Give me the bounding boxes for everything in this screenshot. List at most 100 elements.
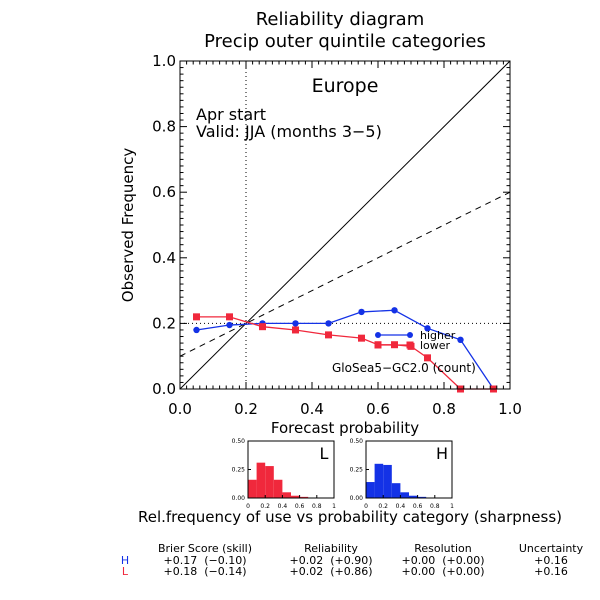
y-tick-label: 1.0 <box>152 52 176 70</box>
perfect-reliability-diagonal <box>179 60 511 390</box>
y-tick-label: 0.4 <box>152 249 176 267</box>
sharpness-bar-H <box>400 492 409 498</box>
histogram-x-tick-label: 1 <box>450 503 454 510</box>
sharpness-bar-H <box>409 495 418 498</box>
histogram-label-L: L <box>320 444 329 463</box>
title-line-1: Reliability diagram <box>256 9 425 30</box>
no-skill-line <box>179 191 511 357</box>
start-annotation: Apr start <box>196 105 266 124</box>
point-lower <box>226 313 233 321</box>
histogram-x-tick-label: 0.8 <box>312 503 322 510</box>
score-column-header: Brier Score (skill) <box>158 542 252 555</box>
sharpness-bar-H <box>383 464 392 498</box>
x-tick-label: 0.8 <box>432 400 456 418</box>
histogram-y-tick-label: 0.25 <box>232 467 246 474</box>
y-tick-label: 0.0 <box>152 380 176 398</box>
histogram-y-tick-label: 0.00 <box>350 495 364 502</box>
sharpness-bar-L <box>248 479 257 498</box>
sharpness-bar-H <box>374 463 384 498</box>
sharpness-histogram-lower: 0 0.2 0.4 0.6 0.8 1 0.00 0.25 0.50 L <box>232 438 336 510</box>
point-higher <box>193 326 200 334</box>
point-higher <box>424 325 431 332</box>
score-cell: +0.02 (+0.90) <box>290 554 373 567</box>
histogram-y-tick-label: 0.50 <box>232 438 246 445</box>
sharpness-bar-L <box>256 462 266 498</box>
score-cell: +0.17 (−0.10) <box>164 554 247 567</box>
x-axis-label: Forecast probability <box>271 419 419 437</box>
histogram-x-tick-label: 1 <box>332 503 336 510</box>
score-cell: +0.00 (+0.00) <box>402 565 485 578</box>
histogram-x-tick-label: 0.2 <box>378 503 388 510</box>
histogram-x-tick-label: 0.6 <box>295 503 305 510</box>
score-cell: +0.02 (+0.86) <box>290 565 373 578</box>
sharpness-bar-L <box>273 479 283 498</box>
histogram-x-tick-label: 0.2 <box>260 503 270 510</box>
y-tick-label: 0.8 <box>152 118 176 136</box>
sharpness-bar-L <box>291 495 300 498</box>
point-higher <box>358 308 365 316</box>
region-label: Europe <box>312 75 379 97</box>
histogram-x-tick-label: 0.6 <box>413 503 423 510</box>
point-higher <box>391 307 398 314</box>
legend-marker-higher <box>375 332 381 338</box>
point-higher <box>292 320 299 327</box>
histogram-label-H: H <box>436 444 448 463</box>
sharpness-bar-L <box>282 492 291 498</box>
point-higher <box>325 320 332 327</box>
y-axis-label: Observed Frequency <box>119 148 137 303</box>
point-lower <box>292 326 299 334</box>
model-label: GloSea5−GC2.0 (count) <box>332 361 476 375</box>
y-tick-label: 0.2 <box>152 314 176 332</box>
histogram-x-tick-label: 0 <box>246 503 250 510</box>
histogram-x-tick-label: 0.4 <box>278 503 288 510</box>
score-row-label: H <box>121 554 129 567</box>
histogram-x-tick-label: 0 <box>364 503 368 510</box>
sharpness-histogram-higher: 0 0.2 0.4 0.6 0.8 1 0.00 0.25 0.50 H <box>350 438 454 510</box>
valid-annotation: Valid: JJA (months 3−5) <box>196 122 382 141</box>
legend-label-higher: higher <box>420 329 456 342</box>
score-column-header: Uncertainty <box>519 542 584 555</box>
x-tick-label: 0.0 <box>168 400 192 418</box>
score-column-header: Resolution <box>414 542 472 555</box>
histogram-y-tick-label: 0.25 <box>350 467 364 474</box>
legend-marker-lower <box>374 341 382 349</box>
score-column-header: Reliability <box>304 542 358 555</box>
histogram-x-tick-label: 0.4 <box>396 503 406 510</box>
series-line-higher <box>196 309 495 390</box>
x-tick-label: 0.6 <box>366 400 390 418</box>
sharpness-bar-H <box>417 496 427 498</box>
histogram-y-tick-label: 0.50 <box>350 438 364 445</box>
histogram-x-tick-label: 0.8 <box>430 503 440 510</box>
point-lower <box>259 323 266 331</box>
series-line-lower <box>196 316 494 390</box>
score-cell: +0.00 (+0.00) <box>402 554 485 567</box>
point-lower <box>193 313 200 321</box>
point-lower <box>424 354 431 362</box>
sharpness-caption: Rel.frequency of use vs probability cate… <box>138 508 562 526</box>
score-row-label: L <box>122 565 129 578</box>
sharpness-bar-L <box>299 496 309 498</box>
reliability-plot: 0.0 0.2 0.4 0.6 0.8 1.0 0.0 0.2 0.4 0.6 0.8 1.0 Fore… <box>119 52 522 437</box>
legend-label-lower: lower <box>420 339 451 352</box>
legend-marker-lower <box>406 341 414 349</box>
title-line-2: Precip outer quintile categories <box>204 31 486 52</box>
histogram-y-tick-label: 0.00 <box>232 495 246 502</box>
score-cell: +0.16 <box>534 554 568 567</box>
point-higher <box>226 321 233 329</box>
sharpness-bar-H <box>391 483 401 498</box>
x-tick-label: 1.0 <box>498 400 522 418</box>
legend-marker-higher <box>407 332 413 338</box>
point-lower <box>358 334 365 342</box>
sharpness-bar-L <box>265 466 274 498</box>
x-tick-label: 0.2 <box>234 400 258 418</box>
x-tick-label: 0.4 <box>300 400 324 418</box>
score-cell: +0.16 <box>534 565 568 578</box>
point-lower <box>325 331 332 339</box>
score-cell: +0.18 (−0.14) <box>164 565 247 578</box>
point-higher <box>457 336 464 343</box>
score-table: Brier Score (skill) Reliability Resolution… <box>121 542 584 578</box>
sharpness-bar-H <box>366 482 375 498</box>
y-tick-label: 0.6 <box>152 183 176 201</box>
